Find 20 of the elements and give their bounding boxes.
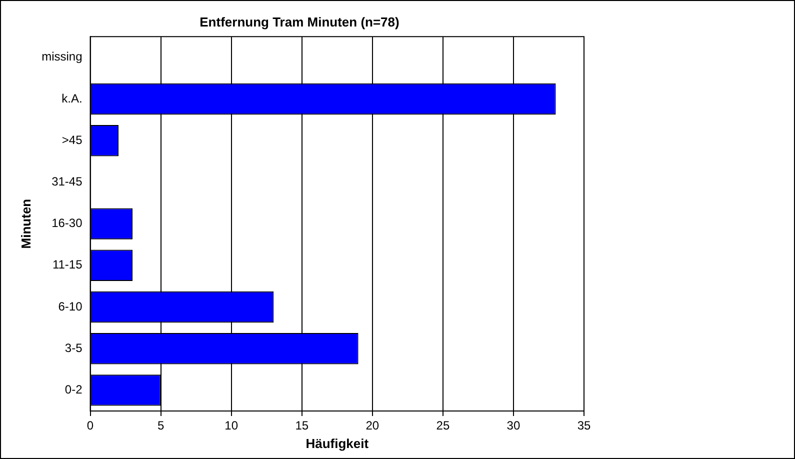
y-tick-label: k.A. — [62, 91, 82, 106]
y-tick-label: 31-45 — [52, 174, 83, 189]
y-tick-label: >45 — [62, 132, 83, 147]
y-tick-label: 0-2 — [64, 382, 83, 397]
x-tick-label: 25 — [436, 418, 450, 433]
x-axis-title: Häufigkeit — [306, 436, 370, 451]
y-tick-label: 6-10 — [58, 299, 83, 314]
x-tick-label: 35 — [577, 418, 591, 433]
x-tick-label: 5 — [157, 418, 164, 433]
y-tick-label: 3-5 — [64, 340, 83, 355]
y-tick-label: 11-15 — [52, 258, 83, 272]
x-tick-label: 20 — [366, 418, 380, 433]
y-tick-label: missing — [42, 50, 82, 64]
x-tick-label: 10 — [224, 418, 238, 433]
x-tick-label: 0 — [86, 418, 94, 433]
x-tick-label: 30 — [506, 418, 520, 433]
chart-title: Entfernung Tram Minuten (n=78) — [200, 14, 400, 30]
x-tick-label: 15 — [295, 418, 309, 433]
y-tick-label: 16-30 — [52, 216, 83, 230]
y-axis-title: Minuten — [18, 198, 34, 249]
